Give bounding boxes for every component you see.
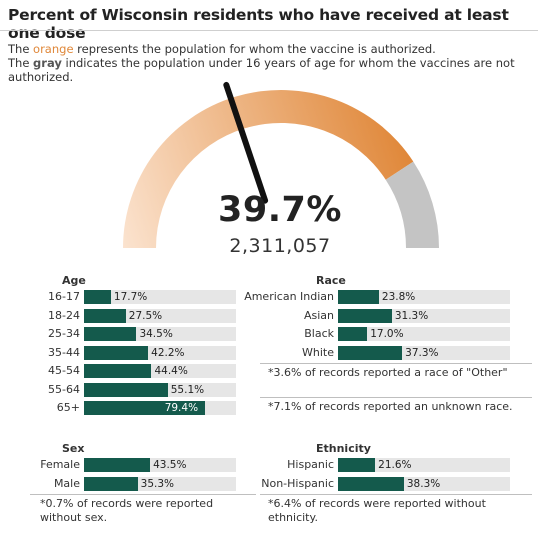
bar-label: 25-34: [48, 327, 80, 340]
bar: [84, 290, 111, 304]
bar-label: 16-17: [48, 290, 80, 303]
bar: [84, 327, 137, 341]
bar-track: 44.4%: [84, 364, 236, 378]
legend-line-not-authorized: The gray indicates the population under …: [8, 56, 528, 84]
bar-value-label: 21.6%: [378, 459, 412, 471]
bar-track: 27.5%: [84, 308, 236, 323]
note-divider: [30, 493, 256, 495]
bar-label: Non-Hispanic: [261, 476, 334, 490]
note-divider: [260, 493, 532, 495]
bar-label: American Indian: [244, 290, 334, 303]
bar: [84, 308, 126, 323]
footnote: *7.1% of records reported an unknown rac…: [268, 399, 513, 413]
bar-track: 17.0%: [338, 327, 510, 341]
bar-label: 45-54: [48, 364, 80, 377]
gauge-needle: [223, 81, 269, 204]
gauge-percent: 39.7%: [218, 190, 342, 230]
legend-text: represents the population for whom the v…: [73, 42, 436, 56]
bar-label: 18-24: [48, 308, 80, 322]
bar-label: Hispanic: [287, 458, 334, 471]
bar: [338, 327, 368, 341]
bar-value-label: 43.5%: [153, 459, 187, 471]
bar-label: Female: [40, 458, 80, 471]
bar: [84, 458, 151, 472]
note-divider: [260, 362, 532, 364]
legend-text: indicates the population under 16 years …: [8, 56, 515, 84]
bar-label: Black: [304, 327, 334, 340]
bar-track: 31.3%: [338, 308, 510, 323]
panel-title: Race: [316, 274, 346, 287]
note-divider: [260, 396, 532, 398]
bar: [84, 476, 138, 491]
bar: [84, 382, 168, 397]
legend-key-orange: orange: [33, 42, 74, 56]
bar-value-label: 27.5%: [128, 309, 163, 322]
legend-text: The: [8, 56, 34, 70]
bar-value-label: 38.3%: [406, 477, 441, 490]
bar-value-label: 34.5%: [139, 328, 173, 340]
bar-label: Asian: [303, 308, 334, 322]
title-divider: [0, 30, 538, 31]
bar: [84, 401, 205, 415]
bar: [338, 345, 403, 360]
gauge-legend: The orange represents the population for…: [8, 42, 528, 84]
bar-value-label: 42.2%: [151, 346, 185, 359]
bar-value-label: 79.4%: [164, 402, 199, 414]
bar-label: Male: [53, 476, 80, 490]
bar-value-label: 23.8%: [381, 291, 416, 303]
bar-track: 38.3%: [338, 476, 510, 491]
bar: [338, 290, 379, 304]
bar-track: 55.1%: [84, 382, 236, 397]
bar-track: 79.4%: [84, 401, 236, 415]
bar-label: 55-64: [48, 382, 80, 396]
gauge-count: 2,311,057: [229, 235, 331, 257]
legend-key-gray: gray: [33, 56, 62, 70]
page-title: Percent of Wisconsin residents who have …: [8, 6, 509, 42]
bar-track: 42.2%: [84, 345, 236, 360]
bar-track: 23.8%: [338, 290, 510, 304]
bar: [84, 364, 152, 378]
bar-value-label: 17.0%: [370, 328, 404, 340]
footnote: *6.4% of records were reported without e…: [268, 496, 486, 524]
bar-label: White: [302, 345, 334, 359]
bar-label: 65+: [56, 401, 80, 414]
bar-track: 34.5%: [84, 327, 236, 341]
bar: [338, 308, 392, 323]
gauge-arc-authorized: [123, 89, 414, 248]
footnote: *3.6% of records reported a race of "Oth…: [268, 365, 508, 379]
gauge-chart: [123, 81, 439, 248]
legend-line-authorized: The orange represents the population for…: [8, 42, 528, 56]
bar: [338, 476, 404, 491]
bar-track: 17.7%: [84, 290, 236, 304]
bar-value-label: 55.1%: [170, 383, 205, 396]
bar-track: 43.5%: [84, 458, 236, 472]
bar-value-label: 37.3%: [405, 346, 439, 359]
bar-track: 35.3%: [84, 476, 236, 491]
bar-value-label: 17.7%: [113, 291, 148, 303]
bar-value-label: 31.3%: [394, 309, 429, 322]
bar: [338, 458, 376, 472]
bar-value-label: 44.4%: [154, 365, 188, 377]
bar-label: 35-44: [48, 345, 80, 359]
panel-title: Age: [62, 274, 86, 287]
bar-track: 21.6%: [338, 458, 510, 472]
panel-title: Sex: [62, 442, 85, 455]
bar-value-label: 35.3%: [140, 477, 174, 490]
gauge-arc-not-authorized: [385, 161, 439, 248]
footnote: *0.7% of records were reported without s…: [40, 496, 214, 524]
legend-text: The: [8, 42, 34, 56]
panel-title: Ethnicity: [316, 442, 371, 455]
bar-track: 37.3%: [338, 345, 510, 360]
bar: [84, 345, 149, 360]
